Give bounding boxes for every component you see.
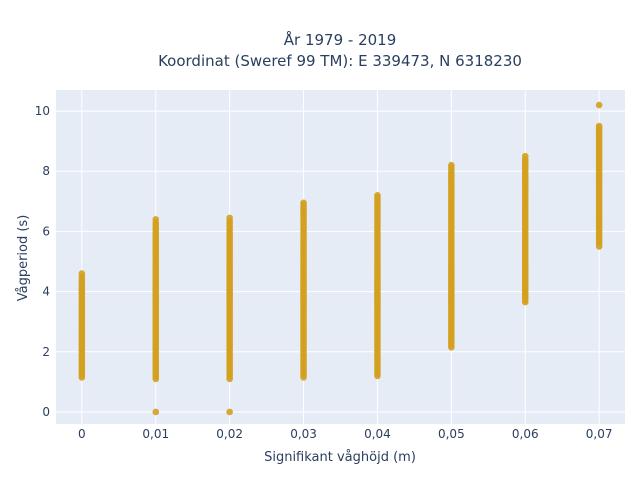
x-tick-label: 0,05	[438, 427, 465, 441]
data-point	[374, 192, 381, 199]
data-points	[78, 101, 603, 416]
y-tick-labels: 0 2 4 6 8 10	[35, 104, 50, 419]
chart-title-line1: År 1979 - 2019	[284, 30, 397, 49]
y-axis-title: Vågperiod (s)	[16, 215, 31, 302]
y-tick-label: 2	[42, 345, 50, 359]
y-tick-label: 6	[42, 224, 50, 238]
x-tick-label: 0,03	[290, 427, 317, 441]
data-point	[226, 408, 233, 416]
x-tick-label: 0,02	[216, 427, 243, 441]
x-tick-label: 0,07	[586, 427, 613, 441]
data-point	[226, 214, 233, 222]
data-point	[78, 270, 86, 277]
data-point	[521, 152, 529, 160]
y-tick-label: 10	[35, 104, 50, 118]
data-point	[152, 408, 160, 416]
x-tick-label: 0,04	[364, 427, 391, 441]
chart-title-line2: Koordinat (Sweref 99 TM): E 339473, N 63…	[158, 52, 522, 70]
data-point	[300, 199, 307, 207]
x-tick-label: 0,06	[512, 427, 539, 441]
y-tick-label: 8	[42, 164, 50, 178]
data-point	[595, 122, 603, 130]
x-axis-title: Signifikant våghöjd (m)	[264, 450, 416, 465]
data-point	[448, 161, 455, 169]
y-tick-label: 0	[42, 405, 50, 419]
x-tick-label: 0	[78, 427, 86, 441]
plot-background	[56, 90, 625, 424]
x-tick-label: 0,01	[142, 427, 169, 441]
y-tick-label: 4	[42, 285, 50, 299]
data-point	[152, 216, 160, 223]
data-point	[595, 101, 603, 109]
x-tick-labels: 0 0,01 0,02 0,03 0,04 0,05 0,06 0,07	[78, 427, 612, 441]
